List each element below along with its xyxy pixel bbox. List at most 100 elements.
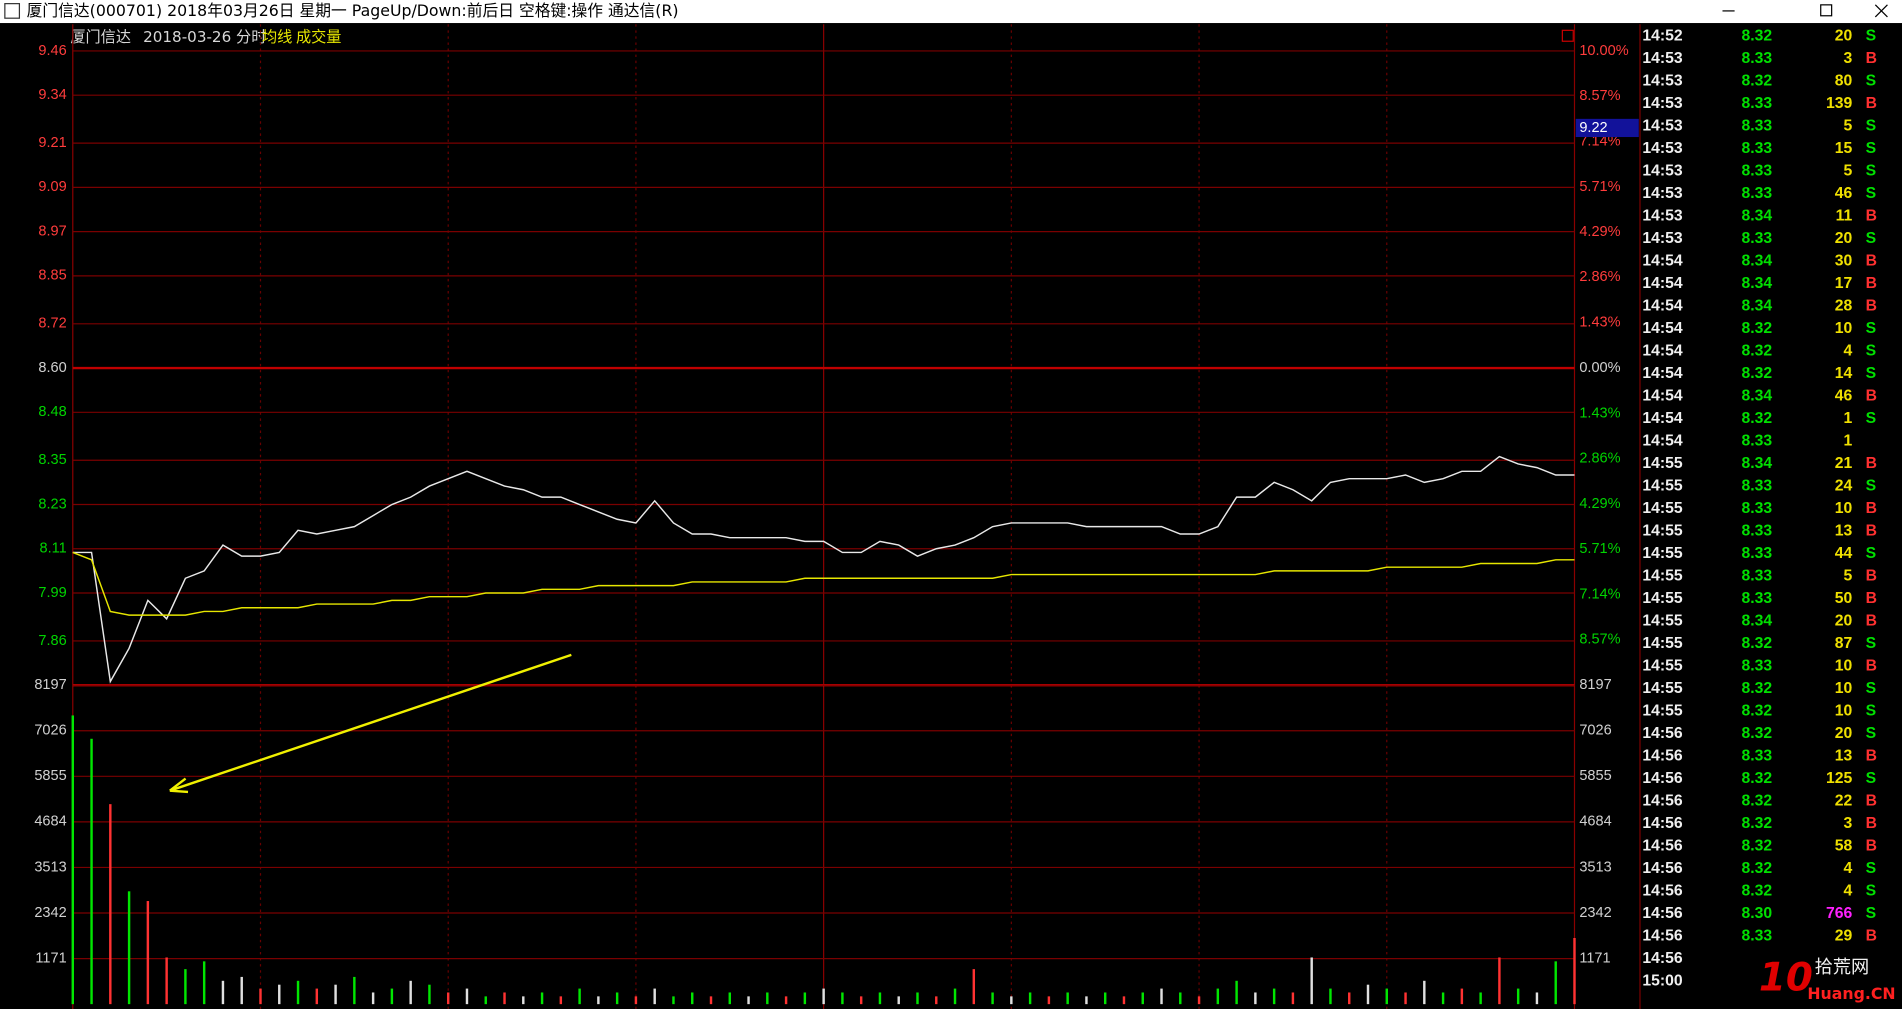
trade-time: 15:00 bbox=[1642, 972, 1683, 989]
trade-side: S bbox=[1866, 770, 1877, 787]
volume-bar bbox=[1348, 992, 1351, 1005]
y2-tick-label: 8.57% bbox=[1579, 88, 1620, 104]
trade-price: 8.33 bbox=[1742, 477, 1773, 494]
volume-bar bbox=[146, 901, 150, 1005]
trade-time: 14:56 bbox=[1642, 792, 1683, 809]
trade-volume: 21 bbox=[1835, 455, 1853, 472]
trade-side: S bbox=[1866, 905, 1877, 922]
close-button[interactable] bbox=[1874, 4, 1888, 18]
volume-bar bbox=[1516, 988, 1520, 1005]
y-tick-label: 8.35 bbox=[38, 452, 66, 468]
trade-side: S bbox=[1866, 365, 1877, 382]
trade-price: 8.33 bbox=[1742, 590, 1773, 607]
volume-bar bbox=[953, 988, 957, 1005]
trade-side: S bbox=[1866, 140, 1877, 157]
volume-bar bbox=[259, 988, 262, 1005]
trade-volume: 125 bbox=[1826, 770, 1853, 787]
restore-button[interactable] bbox=[1820, 4, 1833, 17]
app-icon bbox=[4, 3, 21, 19]
trade-time: 14:56 bbox=[1642, 950, 1683, 967]
price-line bbox=[72, 455, 1575, 684]
volume-tick-label: 2342 bbox=[34, 905, 66, 921]
trade-time: 14:56 bbox=[1642, 747, 1683, 764]
trade-time: 14:53 bbox=[1642, 163, 1683, 180]
trade-time: 14:54 bbox=[1642, 365, 1683, 382]
annotation-arrow bbox=[169, 653, 572, 794]
volume-bar bbox=[109, 804, 112, 1005]
trade-time: 14:55 bbox=[1642, 590, 1683, 607]
trade-time: 14:55 bbox=[1642, 657, 1683, 674]
plot: 9.46 9.34 9.21 9.09 8.97 8.85 8.72 8.60 8.48 8.35… bbox=[34, 43, 1629, 1005]
y-tick-label: 7.99 bbox=[38, 585, 66, 601]
volume-bar bbox=[1404, 992, 1407, 1005]
trade-time: 14:55 bbox=[1642, 455, 1683, 472]
volume-bar bbox=[822, 988, 825, 1005]
volume-bar bbox=[334, 984, 337, 1005]
trade-price: 8.32 bbox=[1742, 792, 1773, 809]
volume-bar bbox=[1423, 980, 1426, 1005]
volume-bar bbox=[503, 992, 506, 1005]
volume-bar bbox=[859, 996, 863, 1005]
volume-tick-label-right: 5855 bbox=[1579, 768, 1611, 784]
volume-bar bbox=[446, 992, 450, 1005]
trade-price: 8.33 bbox=[1742, 50, 1773, 67]
trade-price: 8.32 bbox=[1742, 837, 1773, 854]
trade-price: 8.33 bbox=[1742, 747, 1773, 764]
trade-volume: 11 bbox=[1836, 208, 1853, 225]
trade-time: 14:56 bbox=[1642, 725, 1683, 742]
trade-time: 14:54 bbox=[1642, 297, 1683, 314]
trade-volume: 10 bbox=[1835, 320, 1853, 337]
volume-bar bbox=[1197, 996, 1201, 1005]
watermark-site: Huang.CN bbox=[1807, 984, 1895, 1003]
volume-tick-label-right: 7026 bbox=[1579, 723, 1611, 739]
trade-side: S bbox=[1866, 28, 1877, 45]
volume-bar bbox=[296, 980, 300, 1005]
volume-bar bbox=[784, 996, 788, 1005]
volume-bar bbox=[184, 969, 187, 1005]
trade-side: S bbox=[1866, 320, 1877, 337]
volume-bar bbox=[1235, 980, 1238, 1005]
volume-bar bbox=[1310, 957, 1313, 1005]
volume-tick-label: 1171 bbox=[35, 950, 66, 966]
volume-bar bbox=[240, 976, 243, 1005]
trade-time: 14:55 bbox=[1642, 545, 1683, 562]
trade-time: 14:56 bbox=[1642, 927, 1683, 944]
trade-volume: 13 bbox=[1835, 747, 1853, 764]
trade-side: B bbox=[1866, 455, 1877, 472]
trade-price: 8.33 bbox=[1742, 118, 1773, 135]
volume-bar bbox=[1385, 988, 1388, 1005]
y-tick-label: 8.48 bbox=[38, 404, 66, 420]
trade-side: S bbox=[1866, 185, 1877, 202]
volume-bar bbox=[353, 976, 356, 1005]
trade-time: 14:54 bbox=[1642, 342, 1683, 359]
trade-price: 8.33 bbox=[1742, 567, 1773, 584]
trade-time: 14:54 bbox=[1642, 275, 1683, 292]
trade-time: 14:55 bbox=[1642, 500, 1683, 517]
trade-volume: 1 bbox=[1844, 410, 1853, 427]
trade-side: S bbox=[1866, 725, 1877, 742]
trade-side: S bbox=[1866, 118, 1877, 135]
y-tick-label: 8.60 bbox=[38, 360, 66, 376]
trade-volume: 28 bbox=[1835, 297, 1853, 314]
trade-time: 14:55 bbox=[1642, 612, 1683, 629]
trade-volume: 29 bbox=[1835, 927, 1853, 944]
y2-tick-label: 0.00% bbox=[1579, 360, 1620, 376]
volume-bar bbox=[465, 988, 469, 1005]
trade-price: 8.32 bbox=[1742, 635, 1773, 652]
trade-time: 14:55 bbox=[1642, 702, 1683, 719]
y2-tick-label: 4.29% bbox=[1579, 496, 1620, 512]
trade-volume: 5 bbox=[1844, 567, 1853, 584]
trade-price: 8.34 bbox=[1742, 612, 1773, 629]
trade-side: B bbox=[1866, 747, 1877, 764]
trade-time: 14:56 bbox=[1642, 815, 1683, 832]
trade-time: 14:56 bbox=[1642, 770, 1683, 787]
volume-bar bbox=[71, 715, 74, 1005]
volume-bar bbox=[165, 957, 168, 1005]
trade-list: 14:52 8.32 20 S14:53 8.33 3 B14:53 8.32 80 S14:53… bbox=[1642, 28, 1877, 990]
trade-price: 8.32 bbox=[1742, 342, 1773, 359]
y2-tick-label: 7.14% bbox=[1579, 586, 1620, 602]
trade-volume: 13 bbox=[1835, 522, 1853, 539]
trade-time: 14:53 bbox=[1642, 230, 1683, 247]
trade-price: 8.32 bbox=[1742, 365, 1773, 382]
volume-bar bbox=[728, 992, 731, 1005]
